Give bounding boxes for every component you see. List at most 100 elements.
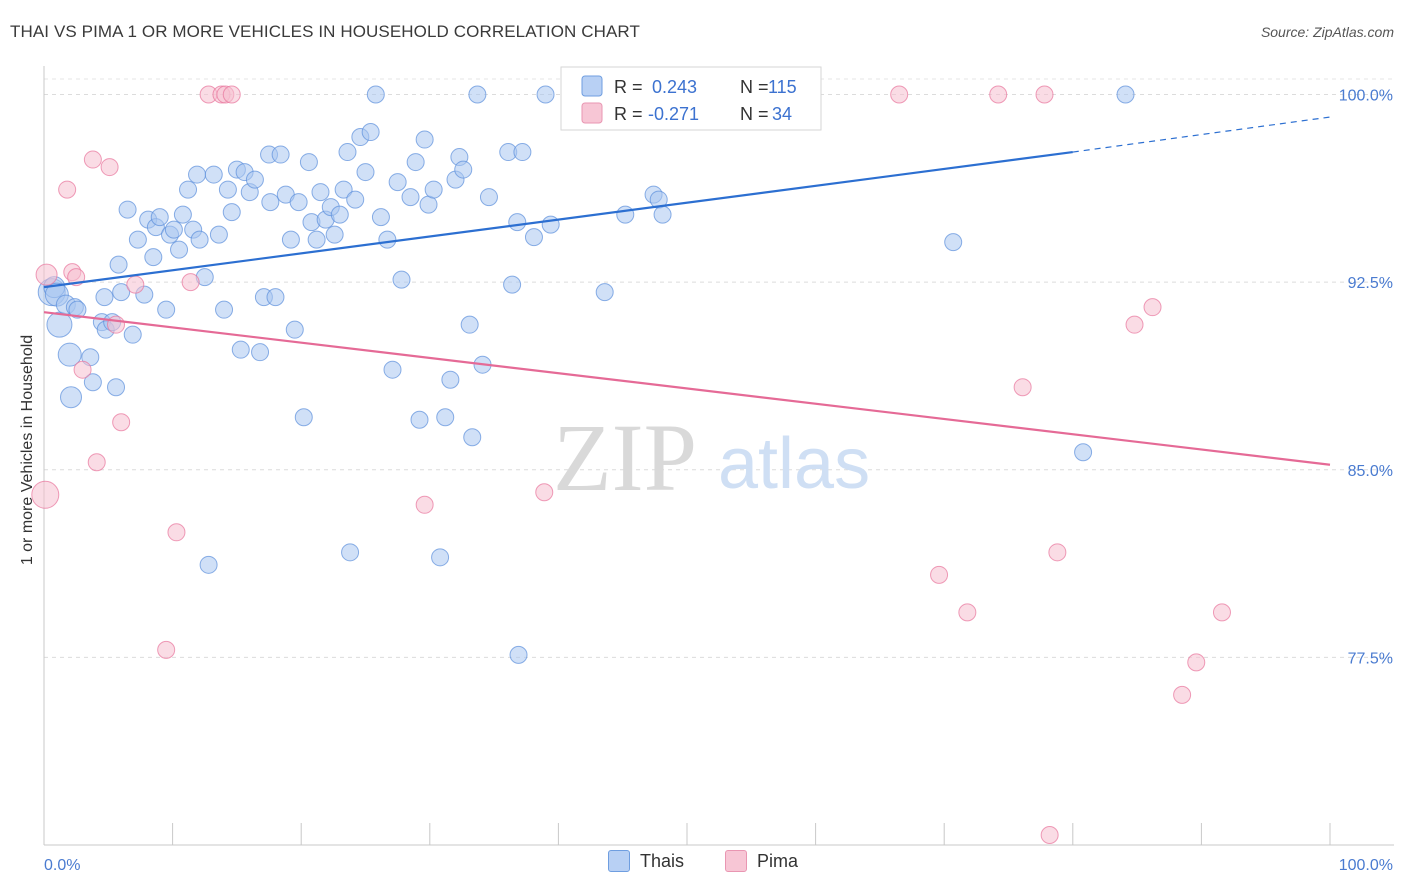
legend-swatch-thais xyxy=(581,75,603,97)
point-thais xyxy=(361,123,380,142)
trend-line-thais xyxy=(43,150,1073,289)
series-legend: Thais Pima xyxy=(0,850,1406,877)
point-pima xyxy=(1040,825,1059,844)
point-thais xyxy=(441,370,460,389)
point-thais xyxy=(334,180,353,199)
point-thais xyxy=(401,188,420,207)
point-thais xyxy=(541,215,560,234)
point-thais xyxy=(1074,443,1093,462)
point-thais xyxy=(57,342,82,367)
point-thais xyxy=(150,208,169,227)
point-thais xyxy=(330,205,349,224)
point-thais xyxy=(346,190,365,209)
point-thais xyxy=(406,153,425,172)
point-thais xyxy=(415,130,434,149)
watermark-zip: ZIP xyxy=(553,404,697,511)
point-thais xyxy=(261,193,280,212)
point-thais xyxy=(199,555,218,574)
point-pima xyxy=(535,483,554,502)
point-thais xyxy=(371,208,390,227)
point-pima xyxy=(930,565,949,584)
legend-thais-n-label: N = xyxy=(740,77,769,97)
point-thais xyxy=(419,195,438,214)
point-pima xyxy=(1013,378,1032,397)
point-pima xyxy=(989,85,1008,104)
point-thais xyxy=(251,343,270,362)
point-pima xyxy=(1173,685,1192,704)
y-tick-label: 77.5% xyxy=(1348,650,1393,667)
series-label-thais: Thais xyxy=(639,850,684,871)
point-thais xyxy=(1116,85,1135,104)
y-tick-label: 100.0% xyxy=(1339,88,1393,105)
point-thais xyxy=(356,163,375,182)
trend-lines xyxy=(43,116,1331,466)
point-thais xyxy=(109,255,128,274)
point-thais xyxy=(424,180,443,199)
series-legend-pima: Pima xyxy=(725,850,798,872)
point-thais xyxy=(431,548,450,567)
point-pima xyxy=(181,273,200,292)
x-tick-label-min: 0.0% xyxy=(44,857,80,874)
point-thais xyxy=(460,315,479,334)
legend-thais-n-value: 115 xyxy=(768,77,797,97)
trend-line-pima xyxy=(43,311,1331,466)
point-thais xyxy=(653,205,672,224)
point-thais xyxy=(463,428,482,447)
point-thais xyxy=(436,408,455,427)
y-tick-label: 85.0% xyxy=(1348,463,1393,480)
point-thais xyxy=(179,180,198,199)
point-thais xyxy=(60,386,83,409)
point-thais xyxy=(509,645,528,664)
point-thais xyxy=(410,410,429,429)
point-thais xyxy=(68,300,87,319)
x-tick-label-max: 100.0% xyxy=(1339,857,1393,874)
point-thais xyxy=(294,408,313,427)
point-thais xyxy=(245,170,264,189)
point-pima xyxy=(1048,543,1067,562)
point-thais xyxy=(190,230,209,249)
point-thais xyxy=(307,230,326,249)
point-thais xyxy=(513,143,532,162)
point-pima xyxy=(1187,653,1206,672)
point-thais xyxy=(311,183,330,202)
point-thais xyxy=(503,275,522,294)
point-pima xyxy=(1125,315,1144,334)
point-thais xyxy=(173,205,192,224)
data-points xyxy=(31,85,1231,844)
series-swatch-thais xyxy=(607,850,630,872)
point-thais xyxy=(266,288,285,307)
point-thais xyxy=(595,283,614,302)
point-thais xyxy=(215,300,234,319)
point-pima xyxy=(415,495,434,514)
point-thais xyxy=(299,153,318,172)
point-thais xyxy=(128,230,147,249)
y-tick-label: 92.5% xyxy=(1348,275,1393,292)
point-thais xyxy=(338,143,357,162)
point-thais xyxy=(231,340,250,359)
legend-thais-r-value: 0.243 xyxy=(652,77,697,97)
x-tick-labels: 0.0% 100.0% xyxy=(44,857,1393,874)
point-thais xyxy=(285,320,304,339)
legend-swatch-pima xyxy=(581,102,603,124)
point-thais xyxy=(536,85,555,104)
point-thais xyxy=(157,300,176,319)
point-pima xyxy=(58,180,77,199)
point-pima xyxy=(890,85,909,104)
point-thais xyxy=(378,230,397,249)
point-pima xyxy=(83,150,102,169)
legend-thais-r-label: R = xyxy=(614,77,643,97)
point-thais xyxy=(204,165,223,184)
point-thais xyxy=(144,248,163,267)
point-thais xyxy=(289,193,308,212)
chart-title: THAI VS PIMA 1 OR MORE VEHICLES IN HOUSE… xyxy=(10,22,640,41)
stats-legend: R = 0.243 N = 115 R = -0.271 N = 34 xyxy=(560,66,822,131)
point-thais xyxy=(83,373,102,392)
point-pima xyxy=(1212,603,1231,622)
point-thais xyxy=(366,85,385,104)
point-pima xyxy=(126,275,145,294)
point-thais xyxy=(118,200,137,219)
point-thais xyxy=(479,188,498,207)
point-pima xyxy=(157,640,176,659)
series-legend-thais: Thais xyxy=(607,850,684,872)
